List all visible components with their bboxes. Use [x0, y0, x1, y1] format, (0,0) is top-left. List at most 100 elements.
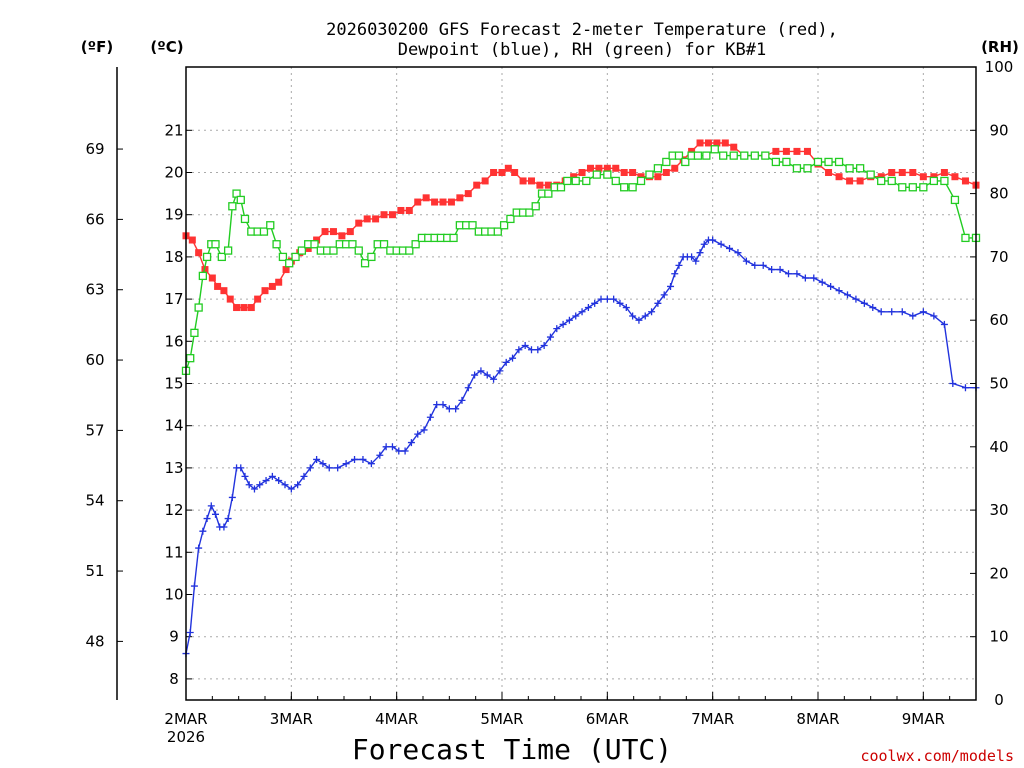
- temperature-point: [654, 173, 662, 181]
- temperature-point: [662, 169, 670, 176]
- temperature-point: [422, 194, 430, 202]
- x-tick-label: 3MAR: [270, 710, 313, 728]
- temperature-point: [329, 228, 337, 236]
- rh-point: [571, 176, 580, 186]
- rh-point: [278, 252, 288, 262]
- rh-point: [563, 176, 572, 186]
- temperature-point: [578, 169, 586, 176]
- temperature-point: [363, 215, 371, 223]
- series-dewpoint: [182, 236, 980, 658]
- x-tick-label: 8MAR: [796, 710, 839, 728]
- rh-point: [223, 246, 233, 255]
- temperature-point: [721, 139, 729, 147]
- rh-point: [693, 151, 703, 160]
- dewpoint-point: [559, 320, 567, 328]
- rh-point: [898, 183, 907, 192]
- dewpoint-point: [211, 510, 219, 518]
- dewpoint-point: [793, 270, 801, 278]
- fahrenheit-tick-label: 51: [85, 562, 104, 580]
- temperature-point: [456, 194, 464, 202]
- rh-point: [611, 176, 620, 186]
- rh-point: [297, 246, 307, 255]
- dewpoint-point: [490, 375, 498, 383]
- rh-point: [272, 240, 281, 249]
- temperature-point: [586, 164, 594, 172]
- dewpoint-point: [388, 443, 396, 451]
- fahrenheit-tick-label: 54: [85, 492, 104, 510]
- rh-point: [710, 145, 719, 154]
- dewpoint-point: [262, 477, 270, 485]
- temperature-point: [909, 169, 917, 176]
- temperature-point: [208, 274, 216, 282]
- rh-point: [310, 240, 319, 249]
- rh-point: [919, 183, 928, 192]
- celsius-tick-label: 15: [164, 375, 183, 393]
- dewpoint-point: [688, 253, 696, 261]
- dewpoint-point: [776, 266, 784, 274]
- dewpoint-point: [287, 485, 295, 493]
- temperature-point: [671, 164, 679, 172]
- dewpoint-point: [622, 304, 630, 312]
- dewpoint-point: [496, 367, 504, 375]
- rh-tick-label: 70: [989, 248, 1008, 266]
- rh-point: [499, 221, 509, 230]
- temperature-point: [511, 169, 519, 176]
- dewpoint-point: [869, 304, 877, 312]
- temperature-point: [261, 287, 269, 295]
- rh-point: [228, 202, 237, 211]
- dewpoint-point: [930, 312, 938, 320]
- rh-point: [887, 176, 896, 186]
- temperature-point: [782, 147, 790, 155]
- dewpoint-point: [509, 354, 517, 362]
- dewpoint-point: [843, 291, 851, 299]
- dewpoint-point: [319, 460, 327, 468]
- temperature-point: [620, 169, 628, 176]
- rh-point: [961, 233, 970, 243]
- fahrenheit-tick-label: 48: [85, 632, 104, 650]
- dewpoint-point: [300, 472, 308, 480]
- dewpoint-point: [241, 472, 249, 480]
- dewpoint-point: [660, 291, 668, 299]
- rh-tick-label: 30: [989, 501, 1008, 519]
- dewpoint-point: [367, 460, 375, 468]
- rh-point: [729, 151, 738, 160]
- x-tick-label: 6MAR: [586, 710, 629, 728]
- rh-point: [824, 157, 833, 167]
- dewpoint-point: [515, 346, 523, 354]
- x-tick-label: 4MAR: [375, 710, 418, 728]
- temperature-point: [321, 228, 329, 236]
- rh-point: [186, 354, 195, 363]
- rh-point: [620, 183, 629, 192]
- dewpoint-point: [458, 396, 466, 404]
- temperature-point: [570, 173, 578, 181]
- dewpoint-point: [667, 282, 675, 290]
- fahrenheit-tick-label: 63: [85, 281, 104, 299]
- dewpoint-point: [898, 308, 906, 316]
- temperature-point: [226, 295, 234, 303]
- dewpoint-point: [237, 464, 245, 472]
- rh-point: [379, 240, 389, 249]
- fahrenheit-axis: 48 51 54 57 60 63 66 69: [85, 67, 123, 700]
- dewpoint-point: [654, 299, 662, 307]
- rh-point: [662, 157, 671, 167]
- rh-point: [940, 176, 949, 186]
- rh-point: [603, 170, 612, 179]
- celsius-tick-label: 12: [164, 501, 183, 519]
- dewpoint-point: [671, 270, 679, 278]
- fahrenheit-tick-label: 60: [85, 351, 104, 369]
- rh-point: [592, 170, 601, 179]
- rh-tick-label: 50: [989, 375, 1008, 393]
- rh-point: [636, 176, 646, 186]
- temperature-point: [527, 177, 535, 185]
- rh-point: [449, 233, 458, 243]
- rh-point: [198, 271, 208, 281]
- rh-point: [771, 157, 781, 167]
- dewpoint-point: [734, 249, 742, 257]
- dewpoint-point: [827, 282, 835, 290]
- rh-point: [411, 240, 420, 249]
- celsius-tick-label: 10: [164, 586, 183, 604]
- temperature-point: [372, 215, 380, 223]
- temperature-point: [835, 173, 843, 181]
- dewpoint-point: [909, 312, 917, 320]
- temperature-point: [856, 177, 864, 185]
